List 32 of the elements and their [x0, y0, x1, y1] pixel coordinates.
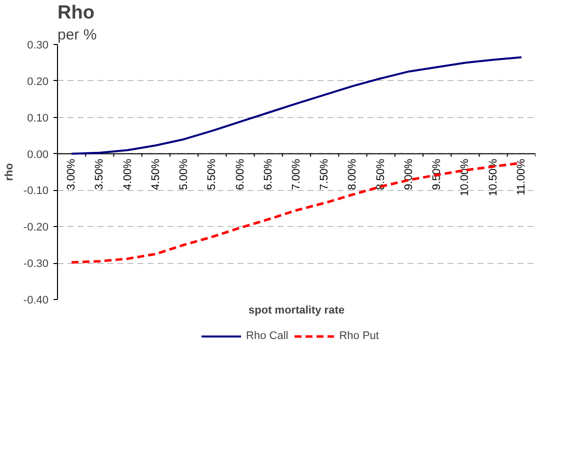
x-tick-label: 7.00% — [290, 158, 302, 190]
x-tick-label: 10.00% — [459, 158, 472, 196]
x-tick-label: 7.50% — [318, 158, 331, 190]
y-tick-label: 0.20 — [27, 76, 49, 88]
line-series — [70, 56, 522, 155]
y-tick-label: -0.40 — [23, 294, 49, 306]
x-tick-label: 4.50% — [150, 158, 162, 190]
x-tick-label: 11.00% — [515, 158, 528, 196]
x-tick-label: 9.00% — [402, 158, 415, 190]
x-axis-title: spot mortality rate — [248, 304, 344, 316]
legend-label: Rho Call — [246, 330, 288, 342]
y-tick-label: -0.10 — [23, 185, 49, 198]
chart-title: Rho — [58, 2, 94, 24]
x-tick-label: 6.50% — [262, 158, 274, 190]
y-tick-label: 0.10 — [27, 112, 49, 124]
x-tick-label: 8.00% — [346, 158, 359, 190]
y-tick-label: 0.00 — [27, 148, 49, 161]
y-axis-title: rho — [3, 162, 16, 181]
x-tick-label: 6.00% — [234, 158, 246, 190]
y-tick-label: -0.20 — [23, 222, 49, 234]
x-tick-label: 3.50% — [94, 158, 106, 190]
y-tick-label: -0.30 — [23, 258, 49, 270]
x-tick-label: 5.00% — [178, 158, 190, 190]
y-tick-label: 0.30 — [27, 40, 49, 52]
x-tick-label: 9.50% — [431, 158, 444, 190]
chart-subtitle: per % — [58, 26, 97, 44]
x-tick-label: 4.00% — [122, 158, 134, 190]
x-tick-label: 8.50% — [374, 158, 387, 190]
legend-label: Rho Put — [339, 330, 379, 342]
x-tick-label: 3.00% — [66, 158, 78, 190]
x-tick-label: 10.50% — [487, 158, 500, 196]
x-tick-label: 5.50% — [206, 158, 218, 190]
